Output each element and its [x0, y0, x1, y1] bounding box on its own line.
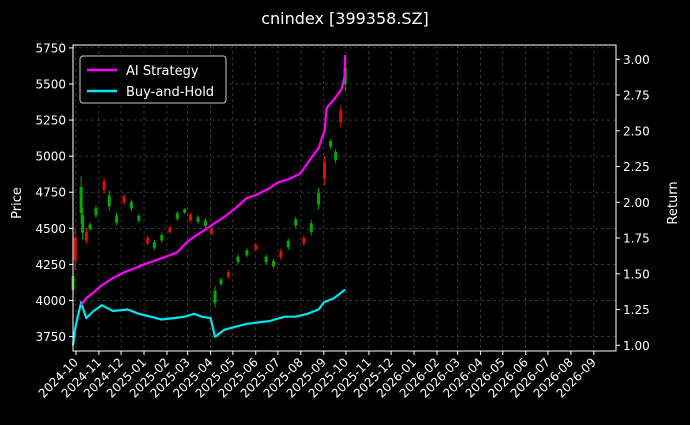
candle-body: [102, 181, 106, 191]
candle-body: [339, 110, 343, 123]
candle-body: [328, 141, 332, 147]
candle-body: [137, 215, 141, 221]
ai-strategy-line: [80, 54, 347, 306]
y-tick-label-left: 4750: [35, 186, 66, 200]
line-series-layer: [71, 54, 347, 346]
y-tick-label-right: 1.50: [623, 267, 650, 281]
y-tick-label-left: 5000: [35, 150, 66, 164]
candle-body: [196, 217, 200, 223]
y-tick-label-right: 1.75: [623, 232, 650, 246]
candle-body: [271, 260, 275, 267]
candle-body: [294, 219, 298, 226]
legend: AI Strategy Buy-and-Hold: [79, 55, 227, 104]
candle-body: [107, 195, 111, 207]
y-tick-label-left: 4500: [35, 222, 66, 236]
candle-body: [189, 214, 193, 221]
candle-body: [286, 241, 290, 248]
candle-body: [73, 237, 77, 261]
candle-body: [152, 242, 156, 248]
left-y-axis: 3750 4000 4250 4500 4750 5000 5250 5500 5750: [35, 41, 73, 344]
y-tick-label-right: 2.25: [623, 160, 650, 174]
candle-body: [317, 192, 321, 205]
y-axis-label-right: Return: [666, 181, 681, 224]
right-y-axis: 1.00 1.25 1.50 1.75 2.00 2.25 2.50 2.75 3.00: [616, 53, 650, 353]
candle-body: [213, 290, 217, 303]
candle-body: [88, 224, 92, 230]
y-tick-label-right: 1.25: [623, 303, 650, 317]
candle-body: [122, 196, 126, 203]
candle-body: [264, 256, 268, 263]
candle-body: [183, 209, 187, 213]
legend-label-ai-strategy: AI Strategy: [126, 64, 199, 79]
y-tick-label-right: 2.75: [623, 89, 650, 103]
y-tick-label-right: 2.50: [623, 124, 650, 138]
candle-body: [81, 215, 85, 233]
candle-body: [168, 227, 172, 233]
candle-body: [226, 272, 230, 277]
y-tick-label-left: 5250: [35, 114, 66, 128]
y-tick-label-right: 3.00: [623, 53, 650, 67]
x-axis: 2024-102024-112024-122025-012025-022025-…: [36, 351, 599, 401]
candle-body: [203, 220, 207, 227]
y-tick-label-left: 4000: [35, 294, 66, 308]
chart-title: cnindex [399358.SZ]: [261, 9, 429, 28]
legend-label-buy-and-hold: Buy-and-Hold: [126, 85, 214, 100]
y-tick-label-left: 5750: [35, 41, 66, 55]
candle-body: [84, 231, 88, 241]
candle-body: [254, 244, 258, 250]
candle-body: [245, 250, 249, 256]
candle-body: [79, 187, 83, 214]
candle-body: [236, 256, 240, 263]
y-tick-label-right: 2.00: [623, 196, 650, 210]
candle-body: [334, 152, 338, 161]
buy-and-hold-line: [71, 288, 346, 346]
candle-body: [279, 251, 283, 258]
candle-body: [129, 202, 133, 209]
candle-body: [302, 237, 306, 244]
candle-body: [309, 223, 313, 232]
y-axis-label-left: Price: [10, 187, 25, 219]
candle-body: [115, 215, 119, 223]
y-tick-label-left: 3750: [35, 330, 66, 344]
candle-body: [160, 234, 164, 241]
candle-body: [219, 279, 223, 285]
y-tick-label-left: 4250: [35, 258, 66, 272]
candle-body: [323, 162, 327, 179]
plot-frame: [72, 44, 617, 352]
y-tick-label-right: 1.00: [623, 339, 650, 353]
candle-body: [209, 228, 213, 234]
candle-body: [94, 208, 98, 216]
candle-body: [175, 213, 179, 219]
candle-body: [146, 237, 150, 244]
y-tick-label-left: 5500: [35, 77, 66, 91]
